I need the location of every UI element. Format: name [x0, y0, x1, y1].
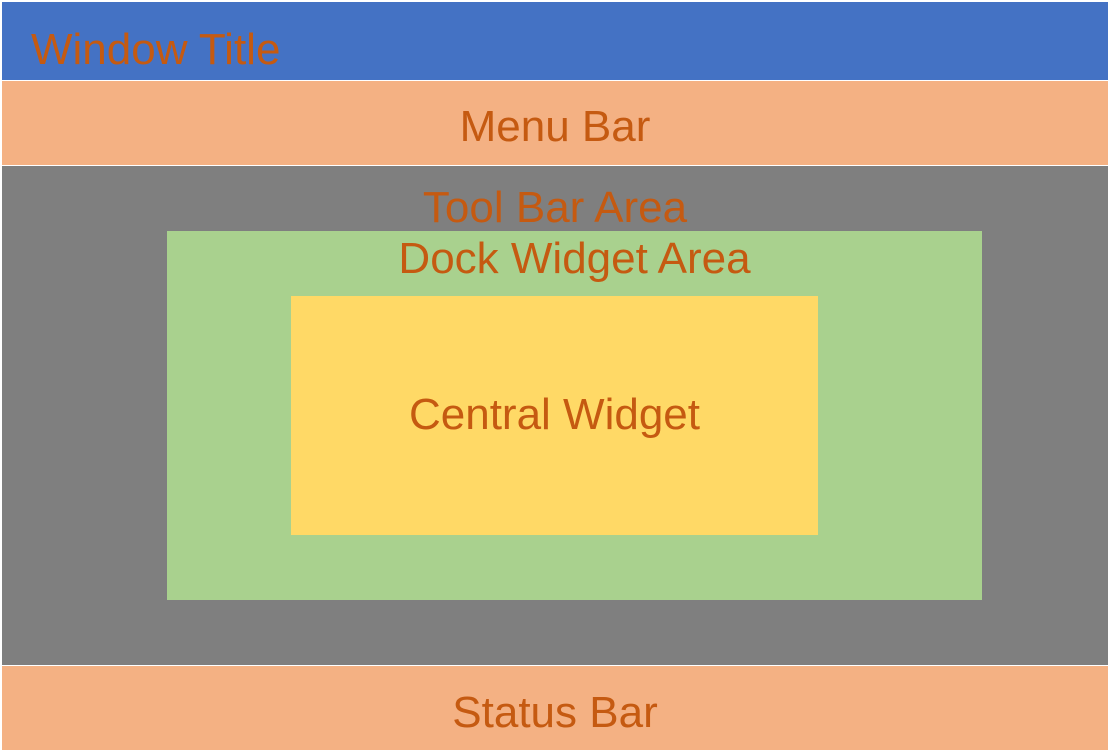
status-bar-region: Status Bar: [2, 666, 1108, 750]
central-widget-label: Central Widget: [408, 390, 700, 439]
dock-widget-area-label: Dock Widget Area: [398, 234, 751, 283]
status-bar-label: Status Bar: [452, 688, 658, 737]
central-widget-region: Central Widget: [291, 296, 818, 535]
menu-bar-region: Menu Bar: [2, 81, 1108, 165]
toolbar-area-label: Tool Bar Area: [422, 183, 688, 232]
menu-bar-label: Menu Bar: [459, 102, 651, 151]
window-title-label: Window Title: [31, 25, 281, 74]
window-title-region: Window Title: [2, 2, 1108, 80]
